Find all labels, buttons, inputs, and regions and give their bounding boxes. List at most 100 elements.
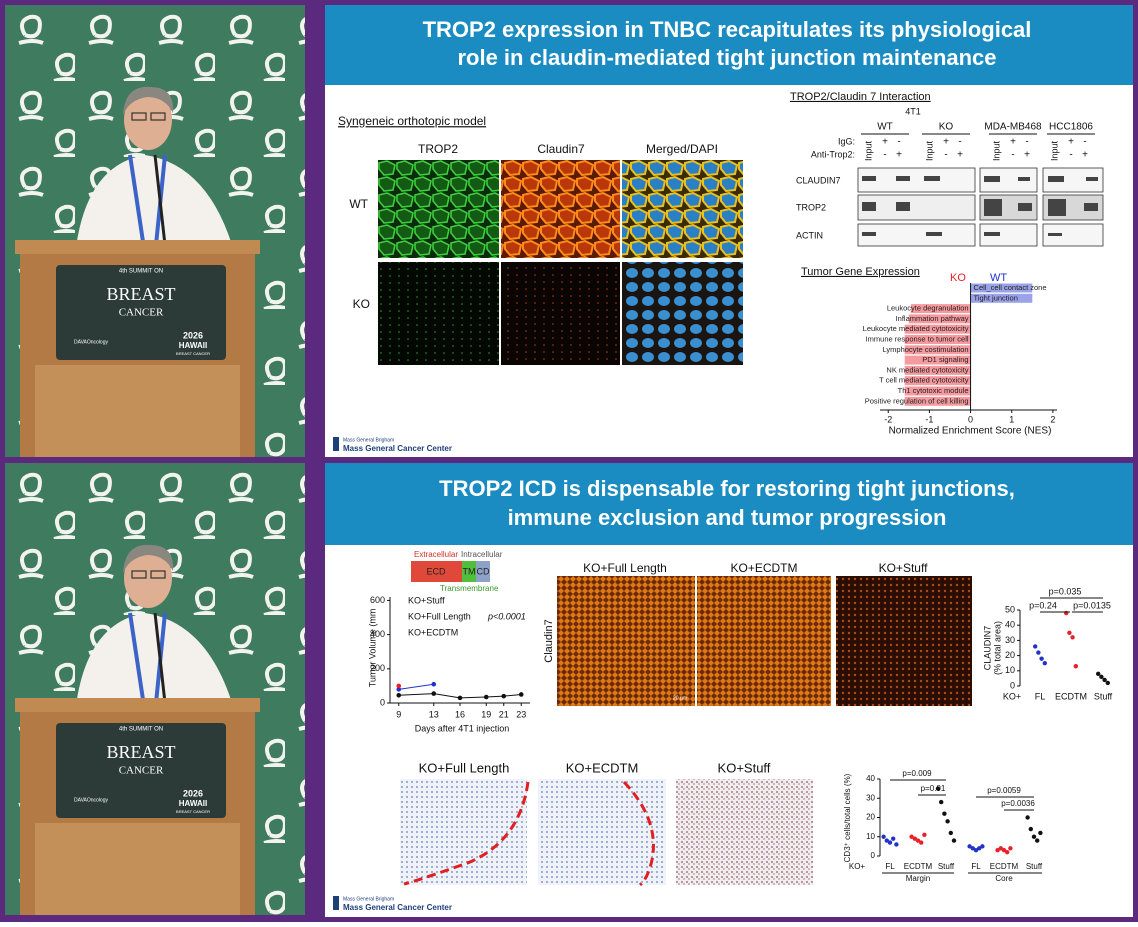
blot-band: ACTIN [796, 230, 823, 240]
x-tick-label: ECDTM [904, 862, 933, 871]
y-tick-label: 30 [1005, 635, 1015, 645]
x-tick-label: ECDTM [1055, 691, 1087, 701]
image-column-label: Merged/DAPI [646, 142, 718, 156]
bar-label: Tight junction [974, 293, 1018, 302]
group-label: Core [995, 874, 1013, 883]
sign-text: 4th SUMMIT ON [119, 727, 163, 733]
data-point [998, 846, 1003, 851]
lane-sign: + [943, 137, 949, 148]
lane-sign: + [957, 150, 963, 161]
data-point [894, 842, 899, 847]
x-tick-label: FL [885, 862, 895, 871]
x-tick-label: KO+ [849, 862, 866, 871]
x-tick-label: 0 [968, 414, 973, 424]
footer-center: Mass General Cancer Center [343, 444, 452, 453]
bar-label: Positive regulation of cell killing [865, 396, 969, 405]
footer-org: Mass General Brigham [343, 896, 394, 902]
data-point [1073, 664, 1079, 669]
bar-label: NK mediated cytotoxicity [886, 365, 968, 374]
bar [970, 283, 1033, 293]
image-column-label: KO+Stuff [879, 561, 928, 575]
sign-text: 2026 [183, 788, 203, 798]
data-point [891, 836, 896, 841]
p-value: p=0.009 [902, 769, 932, 778]
data-point [1070, 635, 1075, 640]
bar-label: Cell_cell contact zone [974, 283, 1047, 292]
domain-caption: Extracellular [414, 550, 458, 559]
annotation: p<0.0001 [487, 611, 526, 621]
image-row-label: WT [349, 197, 368, 211]
x-tick-label: 19 [481, 709, 491, 719]
data-point [912, 836, 917, 841]
x-tick-label: 23 [516, 709, 526, 719]
group-label: Margin [906, 874, 930, 883]
slide: TROP2 ICD is dispensable for restoring t… [325, 463, 1133, 917]
x-tick-label: 21 [499, 709, 509, 719]
x-tick-label: Stuff [938, 862, 955, 871]
data-point [396, 683, 402, 689]
x-tick-label: Stuff [1026, 862, 1043, 871]
bracket [890, 779, 1034, 811]
axis-label: Tumor Volume (mm [367, 609, 377, 688]
data-point [1028, 826, 1034, 832]
section-label: TROP2/Claudin 7 Interaction [790, 91, 931, 103]
sign-text: BREAST CANCER [176, 351, 210, 356]
legend-entry: KO+Full Length [408, 611, 471, 621]
scale-bar: 20 µm [673, 695, 687, 701]
sign-text: 4th SUMMIT ON [119, 269, 163, 275]
blot-label: IgG: [838, 136, 855, 146]
data-point [1102, 677, 1107, 683]
y-tick-label: 30 [866, 793, 875, 802]
data-point [951, 838, 957, 843]
y-tick-label: 40 [1005, 620, 1015, 630]
slide-title: immune exclusion and tumor progression [508, 505, 947, 530]
x-tick-label: -2 [884, 414, 892, 424]
data-point [1031, 834, 1037, 839]
y-tick-label: 20 [866, 813, 875, 822]
bar-label: Lymphocyte costimulation [883, 345, 969, 354]
data-point [967, 844, 972, 849]
lane-sign: - [1083, 137, 1086, 148]
lane-sign: + [1068, 137, 1074, 148]
slide: TROP2 expression in TNBC recapitulates i… [325, 5, 1133, 457]
data-point [1005, 849, 1010, 855]
image-column-label: KO+ECDTM [566, 760, 639, 775]
bar [904, 324, 971, 334]
lane-sign: + [1082, 150, 1088, 161]
y-tick-label: 600 [370, 595, 385, 605]
footer-center: Mass General Cancer Center [343, 903, 452, 912]
lane-label: Input [924, 140, 934, 161]
lane-label: Input [1049, 140, 1059, 161]
lane-sign: - [944, 150, 947, 161]
domain-caption: Intracellular [461, 550, 503, 559]
section-label: Syngeneic orthotopic model [338, 114, 486, 128]
domain-label: ECD [426, 566, 446, 576]
data-point [1099, 674, 1104, 680]
x-tick-label: Stuff [1094, 691, 1113, 701]
p-value: p=0.0059 [987, 786, 1021, 795]
speaker-video: 4th SUMMIT ON BREAST CANCER DAVAOncology… [3, 461, 307, 917]
lane-sign: - [1025, 137, 1028, 148]
x-tick-label: ECDTM [990, 862, 1019, 871]
legend-entry: WT [990, 272, 1007, 284]
domain-label: CD [477, 566, 490, 576]
data-point [970, 846, 975, 851]
slide-title: TROP2 expression in TNBC recapitulates i… [423, 17, 1032, 42]
sign-text: HAWAII [179, 799, 207, 808]
axis-label: (% total area) [992, 621, 1002, 675]
legend-entry: KO+ECDTM [408, 627, 458, 637]
data-point [915, 838, 921, 843]
y-tick-label: 200 [370, 663, 385, 673]
bar [904, 345, 971, 355]
data-line [398, 693, 522, 699]
sign-text: 2026 [183, 330, 203, 340]
bar [904, 335, 971, 344]
data-point [922, 832, 927, 838]
data-point [1025, 815, 1030, 820]
blot-group: WT [877, 122, 893, 133]
x-tick-label: 9 [396, 709, 401, 719]
image-column-label: KO+ECDTM [730, 561, 797, 575]
y-tick-label: 10 [1005, 665, 1015, 675]
data-line [398, 683, 434, 690]
x-tick-label: KO+ [1003, 691, 1021, 701]
